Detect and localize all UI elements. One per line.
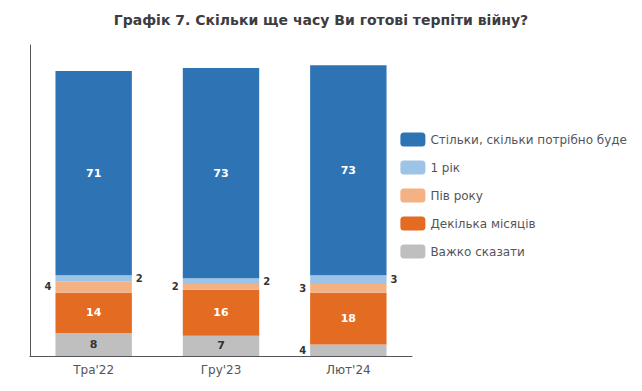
svg-text:2: 2 bbox=[263, 276, 270, 287]
svg-text:14: 14 bbox=[86, 306, 102, 319]
svg-text:Лют'24: Лют'24 bbox=[326, 363, 371, 377]
svg-text:8: 8 bbox=[90, 338, 98, 351]
svg-text:73: 73 bbox=[341, 164, 356, 177]
svg-text:Графік 7. Скільки ще часу Ви г: Графік 7. Скільки ще часу Ви готові терп… bbox=[114, 12, 528, 28]
svg-text:Важко сказати: Важко сказати bbox=[430, 245, 525, 259]
svg-text:73: 73 bbox=[213, 167, 228, 180]
svg-text:3: 3 bbox=[299, 283, 306, 294]
svg-text:7: 7 bbox=[217, 339, 225, 352]
svg-text:71: 71 bbox=[86, 167, 101, 180]
svg-text:4: 4 bbox=[44, 281, 51, 292]
svg-text:2: 2 bbox=[172, 281, 179, 292]
svg-text:Пів року: Пів року bbox=[430, 189, 483, 203]
svg-text:Гру'23: Гру'23 bbox=[201, 363, 242, 377]
svg-text:1 рік: 1 рік bbox=[430, 161, 460, 175]
svg-text:3: 3 bbox=[391, 274, 398, 285]
svg-text:16: 16 bbox=[213, 306, 229, 319]
svg-text:Стільки, скільки потрібно буде: Стільки, скільки потрібно буде bbox=[430, 133, 627, 147]
svg-text:Тра'22: Тра'22 bbox=[72, 363, 114, 377]
svg-text:2: 2 bbox=[136, 273, 143, 284]
svg-text:4: 4 bbox=[299, 345, 306, 356]
svg-text:Декілька місяців: Декілька місяців bbox=[430, 217, 535, 231]
svg-text:18: 18 bbox=[341, 312, 356, 325]
